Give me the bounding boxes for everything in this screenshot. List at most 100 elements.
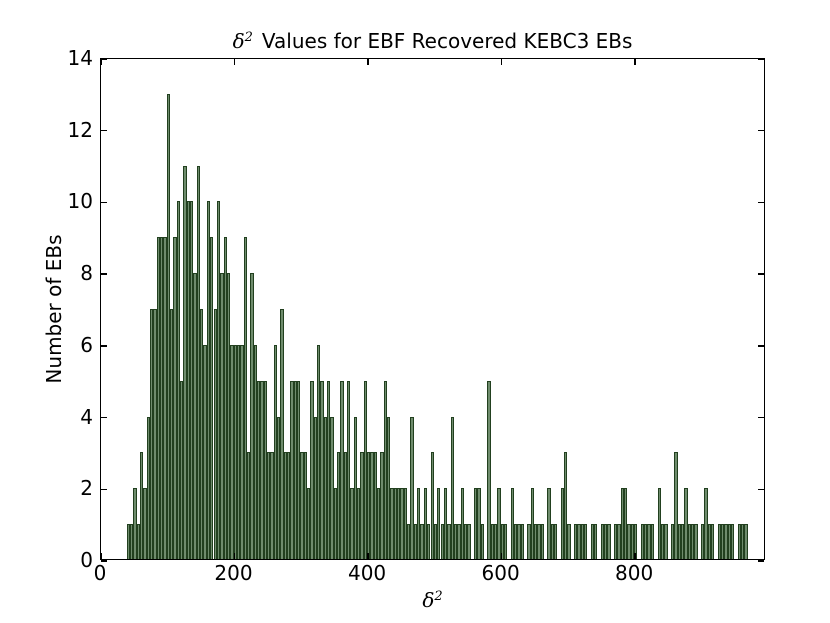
histogram-bar bbox=[293, 380, 297, 560]
histogram-bar bbox=[473, 488, 478, 560]
histogram-bar bbox=[186, 201, 191, 560]
histogram-bar bbox=[347, 380, 351, 560]
plot-area bbox=[100, 58, 765, 562]
histogram-bar bbox=[457, 524, 461, 560]
histogram-bar bbox=[644, 524, 648, 560]
histogram-bar bbox=[400, 488, 404, 560]
histogram-bar bbox=[664, 524, 668, 560]
x-axis-label: δ2 bbox=[100, 585, 765, 612]
histogram-bar bbox=[594, 524, 598, 560]
histogram-bar bbox=[407, 524, 411, 560]
histogram-bar bbox=[410, 416, 414, 560]
histogram-bar bbox=[500, 524, 504, 560]
histogram-bar bbox=[213, 309, 217, 560]
histogram-bar bbox=[160, 237, 164, 560]
y-tick-label: 8 bbox=[80, 261, 93, 286]
histogram-bar bbox=[266, 452, 271, 560]
histogram-bar bbox=[724, 524, 728, 560]
histogram-bar bbox=[260, 380, 264, 560]
histogram-bar bbox=[220, 273, 224, 560]
histogram-bar bbox=[246, 452, 251, 560]
histogram-bar bbox=[200, 309, 204, 560]
y-tick-label: 12 bbox=[67, 117, 93, 142]
histogram-bar bbox=[146, 416, 151, 560]
y-tick-label: 0 bbox=[80, 548, 93, 572]
histogram-bar bbox=[627, 524, 631, 560]
histogram-bar bbox=[300, 452, 304, 560]
histogram-bar bbox=[353, 416, 358, 560]
histogram-bar bbox=[210, 237, 214, 560]
histogram-bar bbox=[530, 488, 534, 560]
histogram-bar bbox=[487, 380, 491, 560]
y-axis-label: Number of EBs bbox=[42, 234, 66, 384]
histogram-bar bbox=[537, 524, 541, 560]
histogram-bar bbox=[306, 488, 311, 560]
histogram-bar bbox=[377, 488, 381, 560]
histogram-bar bbox=[710, 524, 715, 560]
histogram-bars bbox=[100, 58, 765, 560]
histogram-bar bbox=[316, 344, 321, 560]
histogram-bar bbox=[680, 524, 685, 560]
histogram-bar bbox=[423, 488, 428, 560]
histogram-bar bbox=[320, 380, 324, 560]
histogram-bar bbox=[510, 488, 514, 560]
histogram-bar bbox=[143, 488, 147, 560]
histogram-bar bbox=[133, 488, 137, 560]
histogram-bar bbox=[700, 524, 705, 560]
histogram-bar bbox=[720, 524, 725, 560]
histogram-bar bbox=[477, 488, 481, 560]
histogram-bar bbox=[660, 524, 665, 560]
histogram-bar bbox=[604, 524, 608, 560]
histogram-bar bbox=[290, 380, 294, 560]
histogram-bar bbox=[130, 524, 134, 560]
histogram-bar bbox=[580, 524, 585, 560]
histogram-bar bbox=[413, 524, 418, 560]
histogram-bar bbox=[727, 524, 731, 560]
histogram-bar bbox=[427, 524, 431, 560]
histogram-bar bbox=[233, 344, 237, 560]
histogram-bar bbox=[614, 524, 618, 560]
histogram-bar bbox=[173, 237, 177, 560]
histogram-bar bbox=[433, 524, 438, 560]
histogram-bar bbox=[263, 380, 267, 560]
histogram-bar bbox=[387, 416, 391, 560]
histogram-bar bbox=[283, 452, 287, 560]
x-tick-label: 0 bbox=[93, 561, 107, 585]
histogram-bar bbox=[256, 380, 261, 560]
histogram-bar bbox=[327, 380, 331, 560]
histogram-bar bbox=[250, 273, 254, 560]
histogram-bar bbox=[166, 93, 171, 560]
histogram-bar bbox=[226, 273, 231, 560]
histogram-bar bbox=[450, 416, 454, 560]
histogram-bar bbox=[303, 452, 307, 560]
histogram-bar bbox=[490, 524, 494, 560]
histogram-bar bbox=[560, 488, 565, 560]
histogram-bar bbox=[363, 380, 368, 560]
histogram-bar bbox=[337, 452, 341, 560]
histogram-bar bbox=[620, 488, 625, 560]
histogram-bar bbox=[630, 524, 635, 560]
histogram-bar bbox=[310, 380, 314, 560]
histogram-bar bbox=[567, 524, 571, 560]
histogram-bar bbox=[540, 524, 544, 560]
histogram-bar bbox=[430, 452, 434, 560]
histogram-bar bbox=[674, 452, 678, 560]
histogram-bar bbox=[677, 524, 681, 560]
x-tick-label: 400 bbox=[347, 561, 387, 585]
histogram-bar bbox=[547, 488, 551, 560]
histogram-bar bbox=[574, 524, 578, 560]
histogram-bar bbox=[694, 524, 698, 560]
histogram-bar bbox=[333, 488, 337, 560]
histogram-bar bbox=[243, 237, 247, 560]
histogram-bar bbox=[350, 488, 354, 560]
histogram-bar bbox=[203, 344, 207, 560]
histogram-bar bbox=[236, 344, 241, 560]
histogram-bar bbox=[393, 488, 398, 560]
histogram-bar bbox=[730, 524, 735, 560]
histogram-bar bbox=[584, 524, 588, 560]
histogram-bar bbox=[533, 524, 538, 560]
histogram-bar bbox=[240, 344, 244, 560]
histogram-bar bbox=[493, 524, 498, 560]
histogram-bar bbox=[650, 524, 655, 560]
histogram-bar bbox=[206, 201, 211, 560]
